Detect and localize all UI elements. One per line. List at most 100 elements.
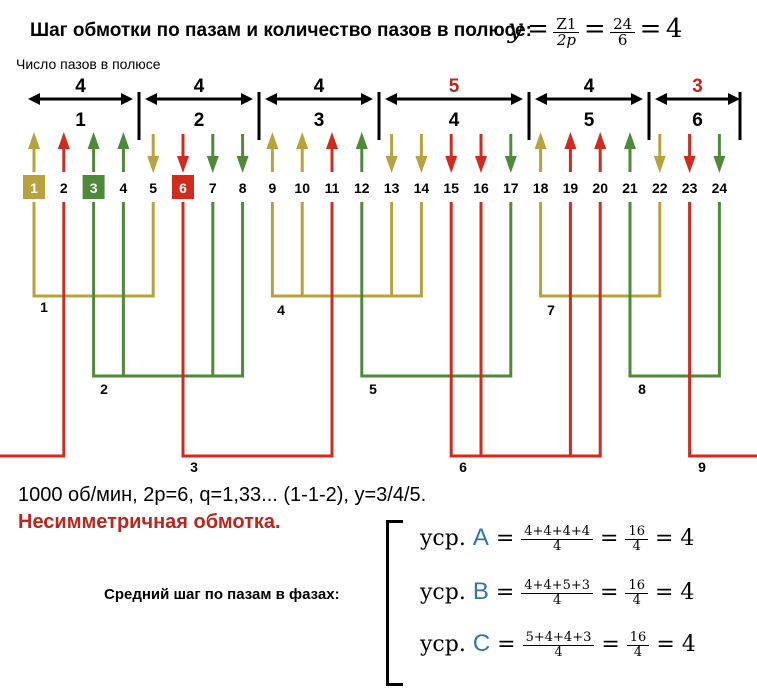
pole-count: 4 — [584, 76, 595, 97]
slot-label: 9 — [269, 180, 277, 196]
coil-label: 4 — [277, 302, 285, 318]
row-num2: 16 — [625, 525, 648, 540]
coil-yellow-2 — [270, 202, 423, 298]
coil-red-1 — [181, 202, 334, 458]
pole-count: 4 — [314, 76, 325, 97]
slot-label: 4 — [120, 180, 128, 196]
slot-arrow-down — [713, 156, 726, 173]
pole-arrow-left — [265, 93, 277, 105]
pole-count: 4 — [75, 76, 86, 97]
slot-label-box — [23, 175, 45, 199]
avg-row-c: yср. C = 5+4+4+3 4 = 16 4 = 4 — [420, 629, 696, 660]
slot-label: 6 — [179, 180, 187, 196]
avg-row-a: yср. A = 4+4+4+4 4 = 16 4 = 4 — [420, 523, 695, 554]
row-den2: 4 — [632, 592, 641, 608]
slot-label: 7 — [209, 180, 217, 196]
pole-count: 4 — [194, 76, 205, 97]
phase-c: C — [472, 630, 491, 657]
row-num: 4+4+4+4 — [521, 525, 594, 540]
slot-arrow-up — [87, 132, 100, 149]
pole-arrow-left — [655, 93, 667, 105]
avg-label: Средний шаг по пазам в фазах: — [104, 586, 340, 603]
pole-arrow-right — [511, 93, 523, 105]
coil-red-2 — [449, 202, 602, 458]
slot-arrow-up — [28, 132, 40, 149]
slot-label: 16 — [473, 180, 489, 196]
coil-label: 7 — [547, 302, 555, 318]
coil-label: 8 — [638, 381, 646, 397]
coil-label: 9 — [698, 459, 706, 475]
phase-b: B — [472, 578, 489, 605]
slot-label: 14 — [414, 180, 430, 196]
slot-arrow-down — [385, 156, 398, 173]
pole-count: 5 — [449, 76, 460, 97]
slot-label: 19 — [563, 180, 579, 196]
slot-arrow-up — [355, 132, 368, 149]
pole-arrow-left — [385, 93, 397, 105]
formula-num: Z1 — [553, 16, 580, 34]
slot-label: 13 — [384, 180, 400, 196]
page-title: Шаг обмотки по пазам и количество пазов … — [30, 20, 532, 41]
slot-label: 3 — [90, 180, 98, 196]
slot-arrow-down — [504, 156, 517, 173]
slot-label: 20 — [592, 180, 608, 196]
pole-number: 3 — [314, 110, 325, 131]
pole-arrow-left — [28, 93, 40, 105]
coil-red-lead — [0, 202, 66, 458]
pole-arrow-right — [631, 93, 643, 105]
info-line: 1000 об/мин, 2p=6, q=1,33... (1-1-2), y=… — [18, 484, 427, 506]
row-den: 4 — [553, 538, 562, 554]
slot-label: 8 — [239, 180, 247, 196]
row-num: 5+4+4+3 — [522, 631, 595, 646]
slot-arrow-up — [266, 132, 279, 149]
slot-label: 15 — [443, 180, 459, 196]
slot-arrow-up — [57, 132, 70, 149]
bracket — [386, 520, 403, 686]
slot-label: 5 — [149, 180, 157, 196]
pole-number: 6 — [692, 110, 703, 131]
row-result: 4 — [681, 632, 696, 657]
slot-label-box — [82, 175, 105, 199]
coil-label: 3 — [190, 459, 198, 475]
warning-text: Несимметричная обмотка. — [18, 511, 281, 533]
pole-number: 2 — [194, 110, 205, 131]
slot-label: 22 — [652, 180, 668, 196]
slot-label: 10 — [294, 180, 310, 196]
phase-a: A — [472, 524, 489, 551]
slot-arrow-down — [445, 156, 458, 173]
row-den2: 4 — [632, 538, 641, 554]
row-result: 4 — [680, 526, 695, 551]
coil-red-3 — [688, 202, 757, 458]
slot-arrow-down — [683, 156, 696, 173]
ycp: yср. — [420, 526, 466, 551]
pole-arrow-left — [535, 93, 547, 105]
coil-green-3 — [628, 202, 721, 378]
slot-arrow-up — [326, 132, 338, 149]
slot-label-box — [172, 175, 194, 199]
slot-arrow-up — [594, 132, 607, 149]
slot-arrow-up — [534, 132, 547, 149]
slot-label: 21 — [622, 180, 638, 196]
slot-arrow-down — [177, 156, 189, 173]
subtitle: Число пазов в полюсе — [16, 56, 161, 72]
slot-label: 2 — [60, 180, 68, 196]
slot-label: 23 — [682, 180, 698, 196]
coil-label: 2 — [100, 381, 108, 397]
slot-arrow-up — [296, 132, 309, 149]
formula-num2: 24 — [610, 16, 636, 34]
pole-formula: y = Z1 2p = 24 6 = 4 — [508, 14, 683, 50]
row-num: 4+4+5+3 — [521, 579, 594, 594]
pole-number: 1 — [75, 110, 86, 131]
slot-arrow-down — [206, 156, 219, 173]
slot-arrow-up — [117, 132, 130, 149]
pole-arrow-left — [145, 93, 157, 105]
slot-arrow-down — [475, 156, 487, 173]
avg-row-b: yср. B = 4+4+5+3 4 = 16 4 = 4 — [420, 577, 695, 608]
slot-label: 24 — [712, 180, 728, 196]
row-den2: 4 — [633, 644, 643, 660]
pole-number: 5 — [584, 110, 595, 131]
formula-y: y — [508, 14, 523, 44]
row-den: 4 — [554, 644, 563, 660]
pole-count: 3 — [692, 76, 703, 97]
row-result: 4 — [680, 580, 695, 605]
